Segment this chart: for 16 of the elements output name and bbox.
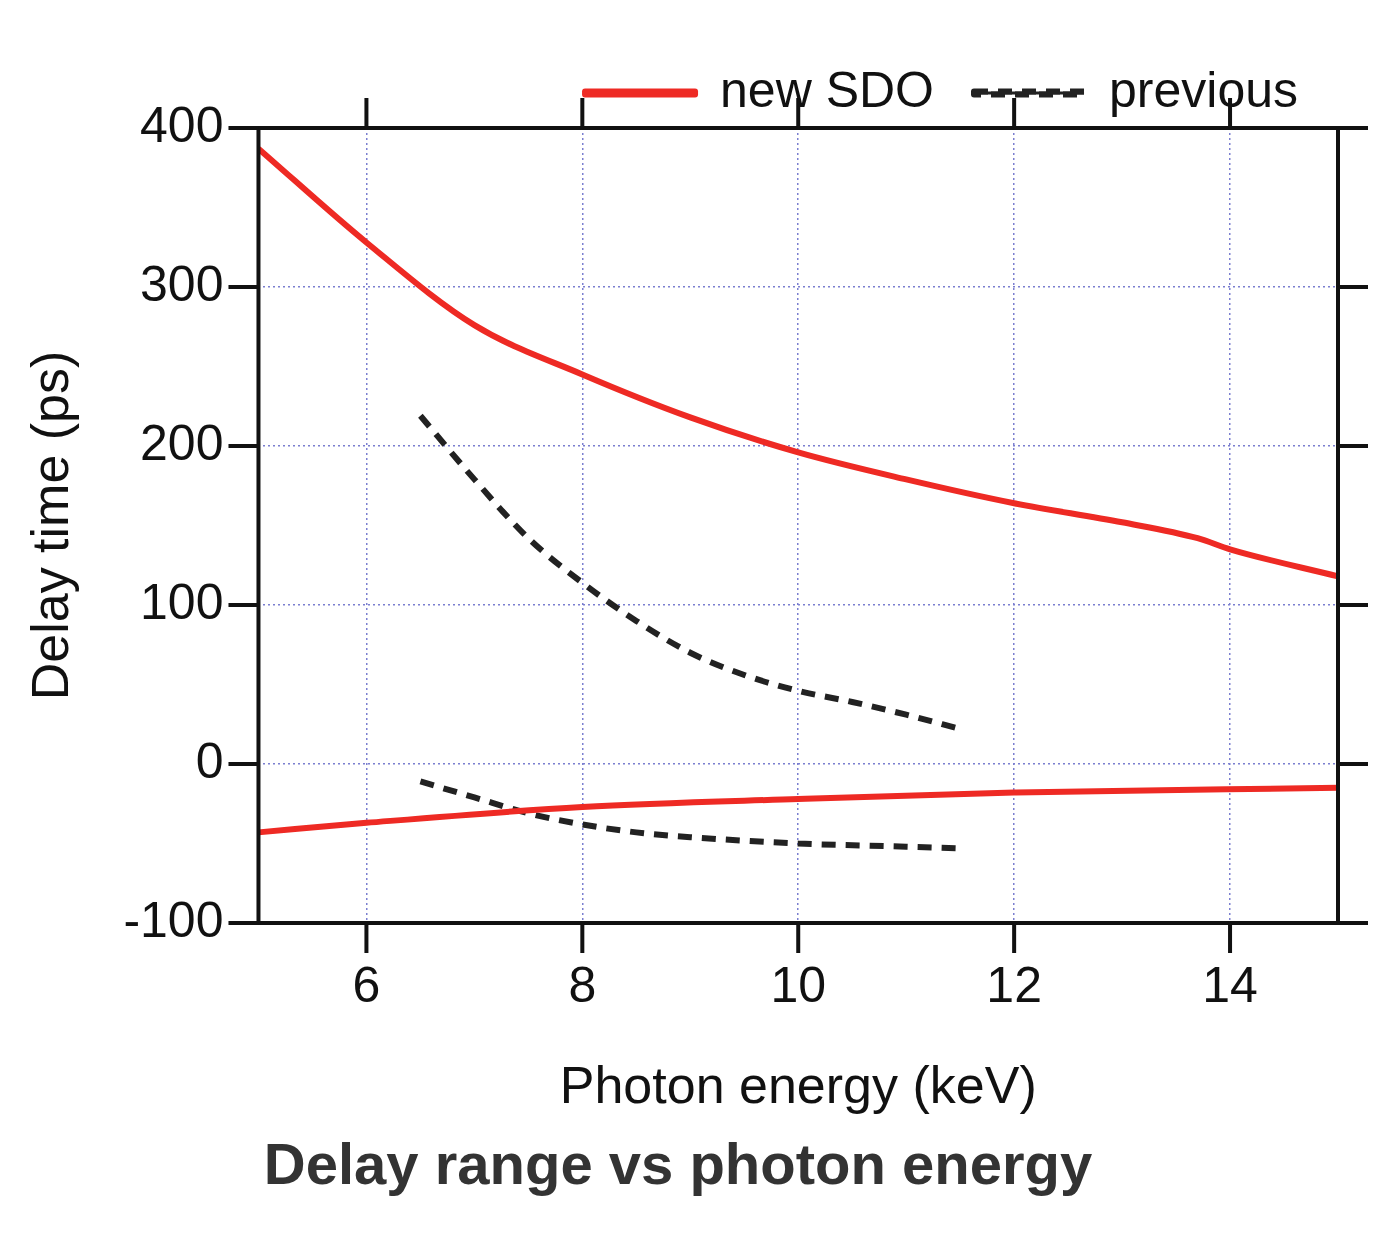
x-tick-label: 12 — [986, 956, 1042, 1013]
y-tick-label: 300 — [140, 255, 224, 312]
y-tick-label: 100 — [140, 573, 224, 630]
x-tick-label: 6 — [352, 956, 381, 1013]
x-tick-label: 10 — [770, 956, 827, 1013]
y-tick-label: 200 — [140, 414, 224, 471]
x-tick-label: 14 — [1202, 956, 1258, 1013]
y-tick-label: 400 — [140, 96, 224, 153]
legend-label: previous — [1109, 61, 1299, 118]
x-axis-title: Photon energy (keV) — [559, 1055, 1037, 1114]
y-tick-label: -100 — [123, 891, 224, 948]
text: Delay range vs photon energy — [263, 1131, 1093, 1197]
x-tick-label: 8 — [568, 956, 597, 1013]
y-axis-title: Delay time (ps) — [20, 350, 79, 701]
y-tick-label: 0 — [195, 732, 224, 789]
legend-label: new SDO — [720, 61, 935, 118]
